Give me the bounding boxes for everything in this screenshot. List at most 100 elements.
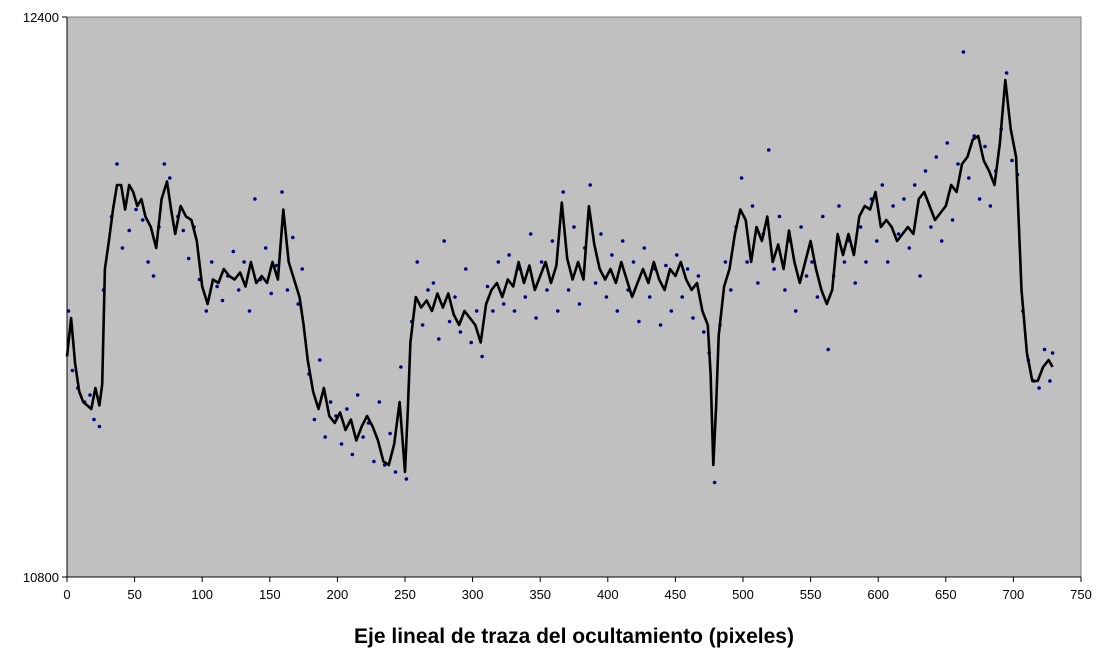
data-point <box>588 183 592 187</box>
data-point <box>485 284 490 289</box>
data-point <box>285 288 290 292</box>
data-point <box>146 260 150 264</box>
data-point <box>680 295 684 299</box>
data-point <box>236 288 241 292</box>
data-point <box>783 288 787 292</box>
data-point <box>961 50 966 54</box>
data-point <box>496 260 501 264</box>
data-point <box>858 225 863 229</box>
data-point <box>1010 158 1014 163</box>
x-tick-label: 100 <box>191 587 213 602</box>
x-tick-label: 700 <box>1003 587 1025 602</box>
data-point <box>593 281 598 285</box>
data-point <box>772 267 776 271</box>
x-tick-label: 650 <box>935 587 957 602</box>
data-point <box>1042 347 1047 352</box>
data-point <box>675 253 679 257</box>
data-point <box>929 225 933 229</box>
data-point <box>204 309 209 313</box>
axes <box>66 17 1081 578</box>
data-point <box>1050 351 1055 355</box>
data-point <box>902 197 906 201</box>
data-point <box>853 281 857 285</box>
data-point <box>723 260 728 264</box>
data-point <box>120 246 125 250</box>
data-point <box>756 281 760 285</box>
data-point <box>274 263 279 268</box>
data-point <box>92 417 96 422</box>
data-point <box>739 176 744 180</box>
data-point <box>300 267 305 271</box>
data-point <box>209 260 214 264</box>
data-point <box>168 176 172 180</box>
data-point <box>140 218 145 222</box>
data-point <box>896 232 901 236</box>
data-point <box>181 228 186 233</box>
data-point <box>377 400 382 404</box>
data-point <box>480 354 484 359</box>
data-point <box>70 368 75 373</box>
x-tick-label: 400 <box>597 587 619 602</box>
data-point <box>134 207 138 212</box>
data-point <box>939 239 944 243</box>
data-point <box>793 309 798 313</box>
data-point <box>151 274 156 278</box>
data-point <box>977 197 982 201</box>
data-point <box>393 470 398 474</box>
x-tick-label: 500 <box>732 587 754 602</box>
data-point <box>572 225 576 229</box>
data-point <box>620 239 625 243</box>
data-point <box>934 155 939 159</box>
data-point <box>821 214 825 219</box>
data-point <box>577 302 582 306</box>
data-point <box>280 190 284 194</box>
y-tick-label: 10800 <box>23 570 59 585</box>
data-point <box>967 176 971 180</box>
data-point <box>253 197 257 201</box>
data-point <box>231 249 236 254</box>
data-point <box>766 148 771 152</box>
data-point <box>361 435 365 439</box>
data-point <box>729 288 733 292</box>
x-tick-label: 450 <box>665 587 687 602</box>
data-point <box>437 337 441 341</box>
data-point <box>696 274 701 278</box>
data-point <box>420 323 425 327</box>
data-point <box>885 260 890 264</box>
data-point <box>631 260 636 264</box>
data-point <box>215 284 219 289</box>
data-point <box>610 253 614 257</box>
data-point <box>864 260 868 264</box>
data-point <box>442 239 447 243</box>
data-point <box>691 316 695 320</box>
data-point <box>664 263 668 268</box>
data-point <box>604 295 609 299</box>
data-point <box>842 260 847 264</box>
data-point <box>127 228 131 233</box>
data-point <box>912 183 917 187</box>
x-tick-label: 750 <box>1070 587 1092 602</box>
data-point <box>745 260 749 264</box>
data-point <box>345 407 349 411</box>
data-point <box>599 232 603 236</box>
x-tick-label: 0 <box>63 587 70 602</box>
data-point <box>269 291 274 296</box>
data-point <box>523 295 528 299</box>
data-point <box>328 400 333 404</box>
data-point <box>615 309 620 313</box>
data-point <box>339 442 344 446</box>
x-tick-labels: 0 50 100 150 200 250 300 350 400 450 500 550 600 650 7… <box>63 577 1092 602</box>
data-point <box>566 288 571 292</box>
x-tick-label: 600 <box>867 587 889 602</box>
x-tick-label: 200 <box>327 587 349 602</box>
data-point <box>923 169 928 173</box>
data-point <box>501 302 506 306</box>
data-point <box>388 431 392 436</box>
data-point <box>291 235 295 240</box>
plot-area <box>66 16 1082 578</box>
data-point <box>312 417 317 422</box>
data-point <box>220 298 225 303</box>
data-point <box>918 274 922 278</box>
data-point <box>97 424 102 429</box>
data-point <box>1004 71 1009 75</box>
